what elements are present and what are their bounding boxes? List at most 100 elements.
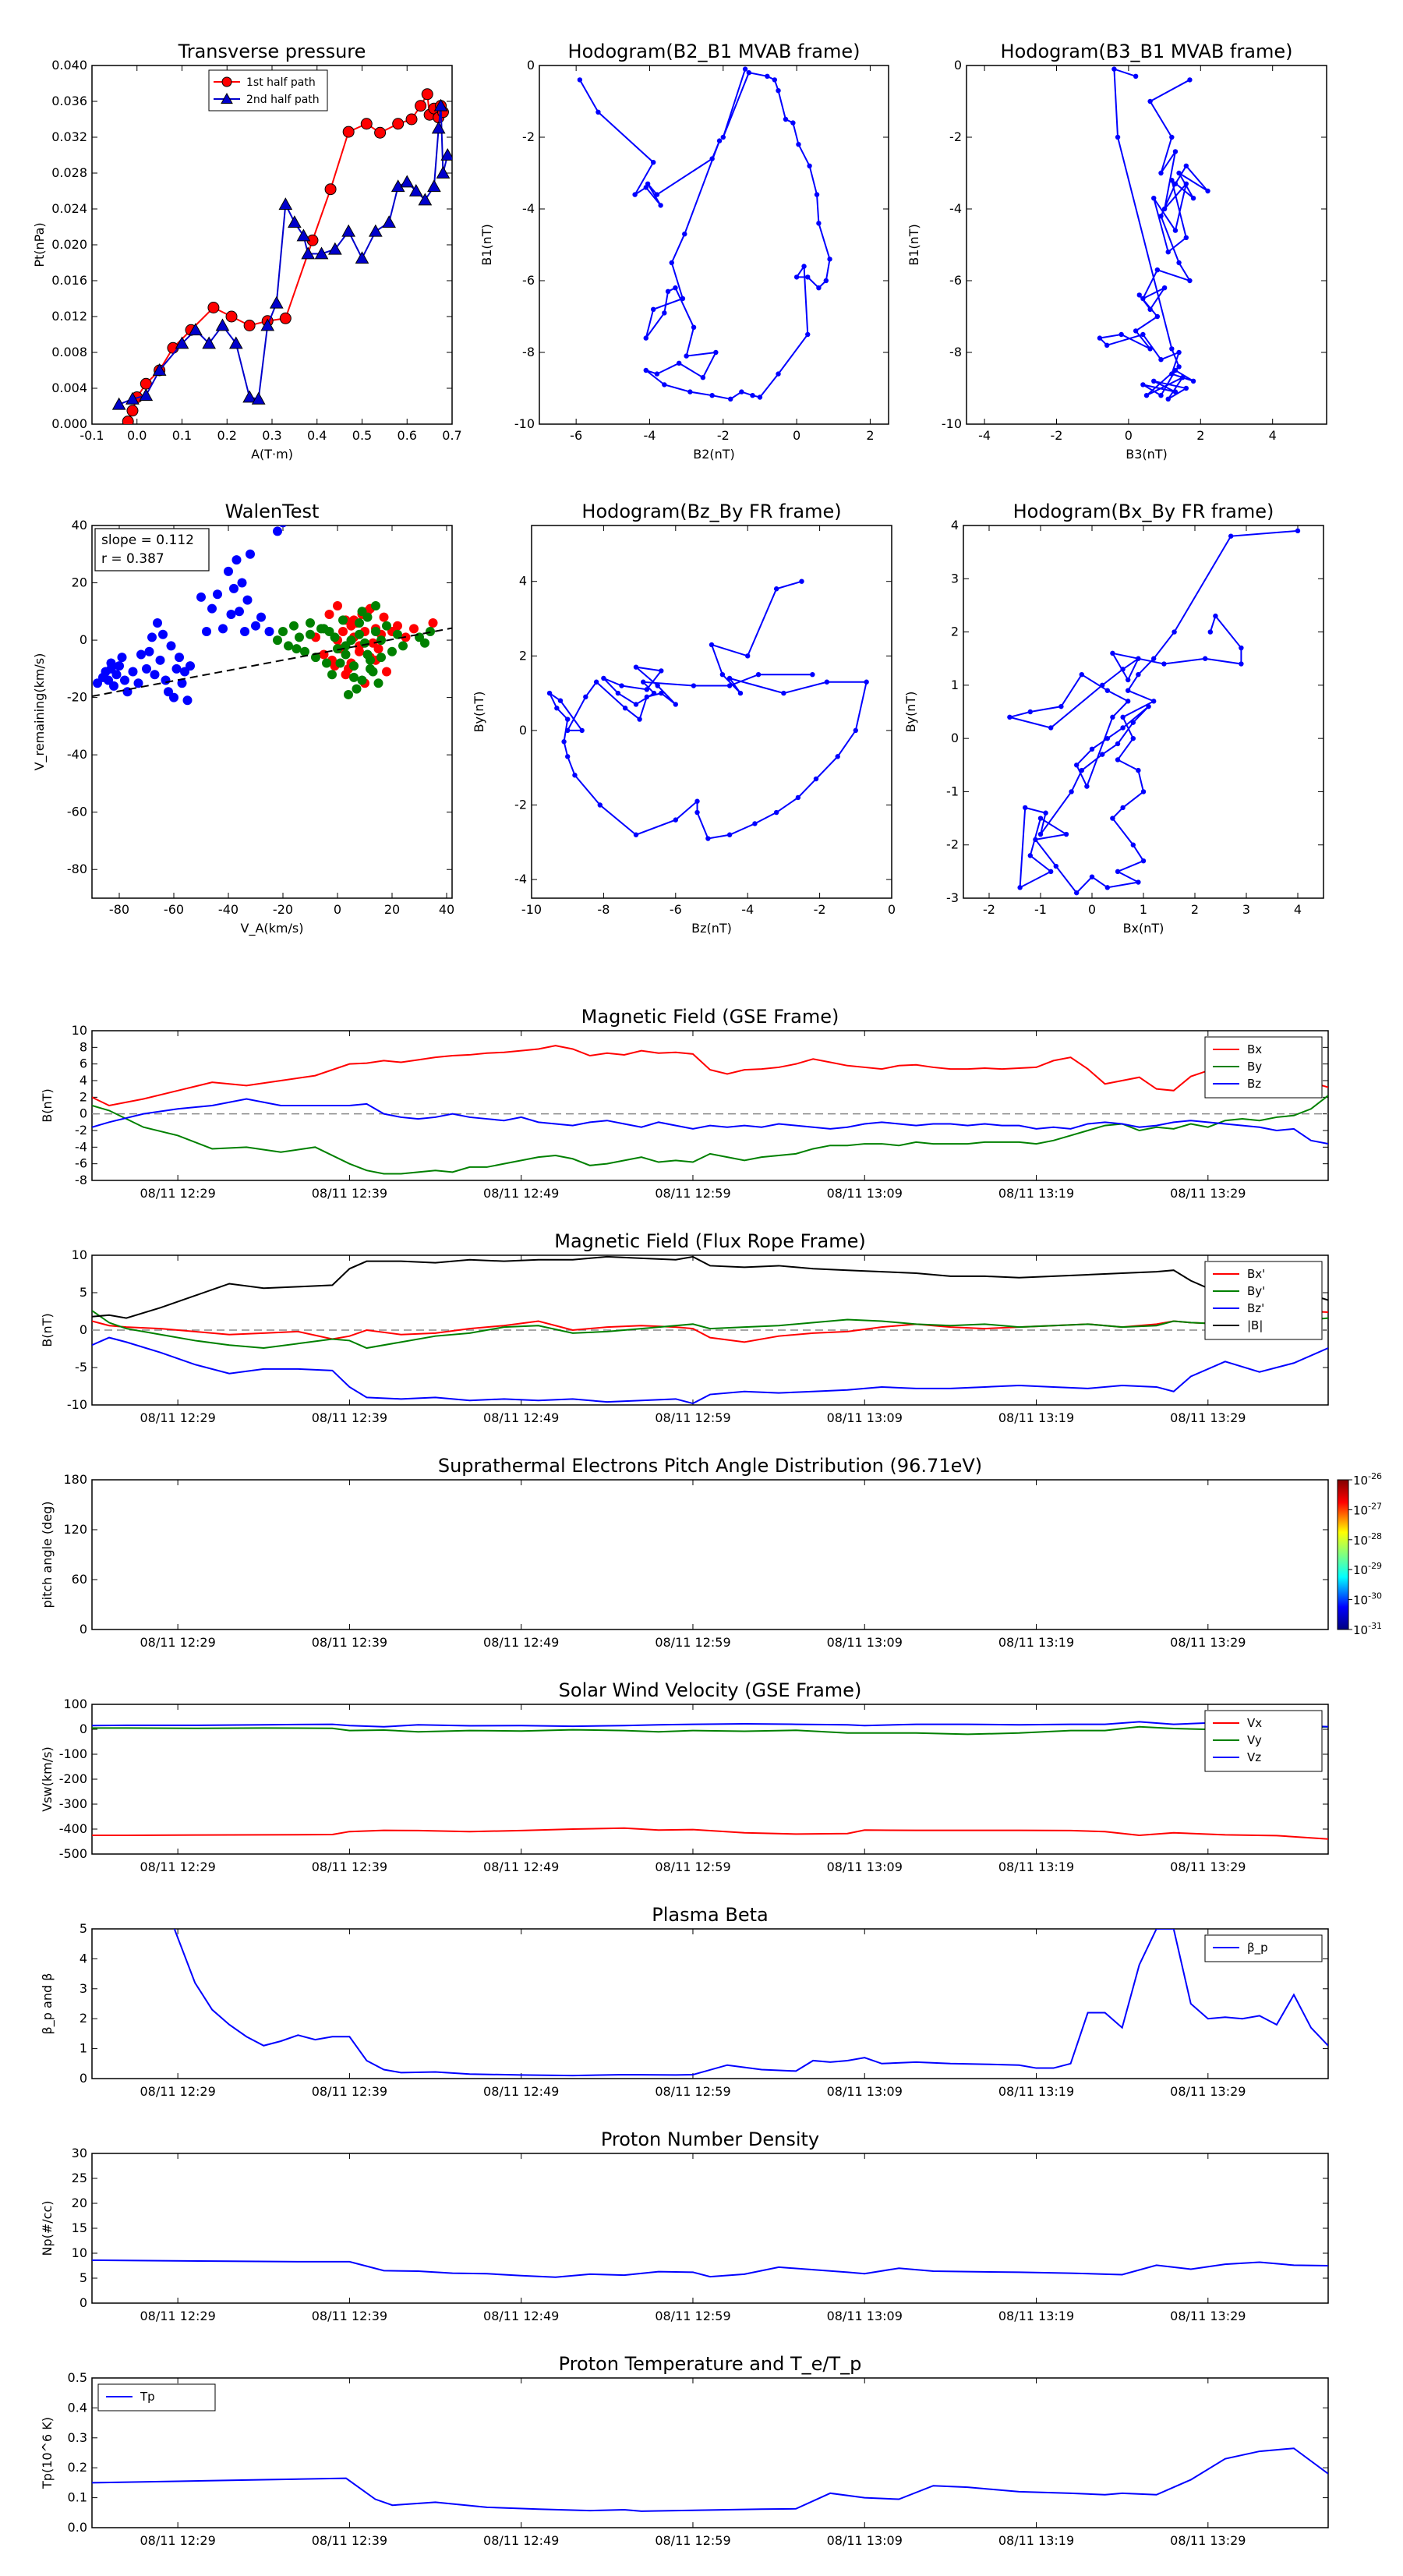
data-point [421, 88, 433, 101]
data-point [579, 727, 585, 734]
y-tick-label: 0.5 [68, 2370, 87, 2385]
data-point [742, 66, 748, 72]
data-point [355, 618, 364, 628]
data-layer [577, 66, 832, 402]
legend-label: Bx' [1247, 1267, 1265, 1281]
data-point [126, 405, 139, 417]
panel-np: Proton Number Density 0 5 10 15 20 25 30 08/11 1… [40, 2128, 1329, 2323]
data-point [1169, 134, 1175, 140]
y-axis-label: β_p and β [40, 1973, 55, 2035]
panel-mffr: Magnetic Field (Flux Rope Frame) -10 -5 0 5 1… [40, 1230, 1329, 1425]
data-point [554, 706, 560, 711]
data-point [175, 653, 184, 663]
annotation-text: slope = 0.112 [101, 533, 194, 548]
colorbar-tick-label: 10-30 [1353, 1591, 1382, 1608]
series-line-Bz' [92, 1336, 1328, 1405]
x-tick-label: 08/11 12:59 [655, 1410, 730, 1425]
series-line-|B| [92, 1255, 1328, 1319]
data-point [357, 607, 367, 617]
x-axis-label: Bz(nT) [691, 921, 732, 936]
data-point [643, 335, 648, 341]
data-point [1119, 331, 1124, 338]
y-axis-label: Pt(nPa) [32, 222, 47, 267]
data-point [691, 324, 697, 330]
data-point [341, 649, 351, 660]
x-tick-label: 08/11 12:29 [140, 2533, 215, 2548]
chart-title: Proton Temperature and T_e/T_p [559, 2353, 862, 2375]
data-point [1126, 699, 1131, 704]
data-point [1115, 741, 1121, 747]
x-tick-label: 0 [793, 428, 800, 443]
x-tick-label: 08/11 12:39 [312, 1186, 387, 1201]
data-point [324, 183, 337, 196]
data-point [673, 817, 678, 823]
data-layer [1097, 66, 1210, 402]
y-tick-label: -200 [59, 1771, 87, 1786]
panel-h2: Hodogram(B3_B1 MVAB frame) -10 -8 -6 -4 -2 0 -4… [906, 41, 1327, 462]
data-point [1151, 378, 1157, 384]
data-point [726, 832, 733, 837]
data-point [328, 242, 342, 255]
data-point [1158, 393, 1164, 398]
x-axis-label: A(T·m) [251, 447, 293, 462]
legend-label: Bx [1247, 1042, 1262, 1056]
data-point [1133, 73, 1139, 80]
y-tick-label: -3 [946, 890, 959, 905]
x-tick-label: -0.1 [80, 428, 104, 443]
y-tick-label: 4 [519, 574, 527, 589]
data-point [218, 624, 228, 634]
y-tick-label: 1 [80, 2041, 87, 2056]
data-point [128, 667, 138, 677]
x-tick-label: 08/11 12:39 [312, 1859, 387, 1874]
data-point [1097, 335, 1103, 341]
y-tick-label: 0.000 [51, 416, 87, 431]
x-tick-label: 08/11 12:39 [312, 2533, 387, 2548]
x-tick-label: 08/11 13:09 [827, 1410, 903, 1425]
x-tick-label: 08/11 12:49 [483, 1186, 559, 1201]
y-tick-label: -300 [59, 1796, 87, 1811]
data-layer [92, 2447, 1328, 2512]
chart-title: Transverse pressure [178, 41, 366, 62]
y-tick-label: -8 [522, 345, 535, 359]
y-tick-label: 0.040 [51, 58, 87, 73]
data-point [256, 612, 266, 622]
data-point [1151, 656, 1157, 661]
data-point [632, 192, 638, 197]
data-point [333, 644, 342, 654]
data-point [1151, 699, 1157, 704]
data-point [368, 224, 383, 237]
data-point [795, 794, 801, 801]
data-point [175, 336, 189, 349]
data-layer [92, 1255, 1328, 1405]
y-tick-label: 0 [80, 1721, 87, 1736]
x-tick-label: 08/11 12:29 [140, 1859, 215, 1874]
legend: β_p [1204, 1934, 1323, 1962]
colorbar-tick-label: 10-26 [1353, 1471, 1382, 1488]
y-tick-label: -4 [949, 201, 962, 216]
y-tick-label: 10 [72, 1023, 87, 1038]
x-tick-label: 0 [334, 902, 341, 917]
x-tick-label: -80 [109, 902, 129, 917]
data-point [1136, 292, 1142, 298]
data-point [371, 600, 380, 610]
y-axis-label: Vsw(km/s) [40, 1746, 55, 1811]
data-point [755, 672, 762, 678]
y-tick-label: -2 [75, 1123, 87, 1138]
legend: Vx Vy Vz [1204, 1710, 1323, 1772]
data-point [644, 687, 650, 692]
x-tick-label: 0.0 [127, 428, 147, 443]
data-point [342, 126, 355, 138]
data-point [813, 776, 819, 782]
data-point [1140, 331, 1146, 338]
x-tick-label: 08/11 12:59 [655, 2309, 730, 2323]
data-point [687, 389, 693, 395]
data-point [1172, 389, 1179, 395]
data-point [1239, 661, 1244, 667]
data-point [366, 663, 375, 674]
data-point [650, 306, 656, 312]
y-axis-label: B1(nT) [479, 224, 494, 266]
x-tick-label: -4 [978, 428, 991, 443]
series-line-Vx [92, 1827, 1328, 1840]
x-tick-label: 08/11 12:39 [312, 2084, 387, 2099]
x-tick-label: 08/11 13:09 [827, 1186, 903, 1201]
